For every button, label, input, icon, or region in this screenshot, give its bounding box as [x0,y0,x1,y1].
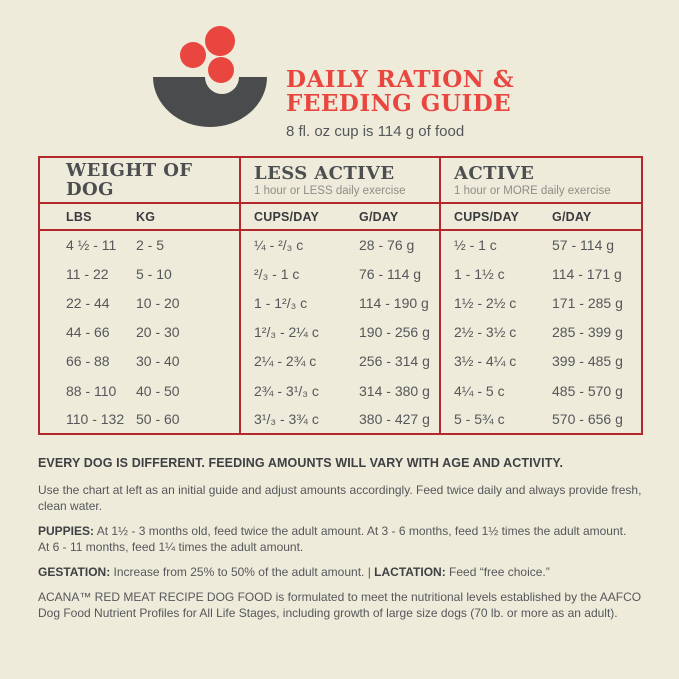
g-active-cell: 570 - 656 g [552,411,623,428]
group-sublabel: 1 hour or MORE daily exercise [454,184,611,197]
table-row: 4 ½ - 11 2 - 5 ¼ - ²/₃ c 28 - 76 g ½ - 1… [39,230,642,260]
g-active-cell: 171 - 285 g [552,294,623,311]
group-weight-of-dog: WEIGHT OF DOG [39,157,242,204]
g-active-cell: 114 - 171 g [552,265,622,282]
puppies-note: PUPPIES: At 1½ - 3 months old, feed twic… [38,523,627,554]
table-row: 22 - 44 10 - 20 1 - 1²/₃ c 114 - 190 g 1… [39,288,642,318]
group-active: ACTIVE 1 hour or MORE daily exercise [440,157,643,204]
lbs-cell: 4 ½ - 11 [66,237,117,254]
col-header-g-active: G/DAY [552,203,643,231]
table-row: 88 - 110 40 - 50 2¾ - 3¹/₃ c 314 - 380 g… [39,375,642,406]
cups-active-cell: ½ - 1 c [454,237,497,254]
footer-notes: EVERY DOG IS DIFFERENT. FEEDING AMOUNTS … [38,455,645,630]
kg-cell: 30 - 40 [136,346,242,376]
aafco-note: ACANA™ RED MEAT RECIPE DOG FOOD is formu… [38,590,642,621]
cups-active-cell: 4¼ - 5 c [454,382,505,399]
kibble-dot-icon [205,26,235,56]
gestation-lactation-note: GESTATION: Increase from 25% to 50% of t… [38,565,550,580]
table-row: 44 - 66 20 - 30 1²/₃ - 2¼ c 190 - 256 g … [39,317,642,347]
kg-cell: 2 - 5 [136,230,242,260]
footer-heading: EVERY DOG IS DIFFERENT. FEEDING AMOUNTS … [38,456,564,470]
g-active-cell: 485 - 570 g [552,382,623,399]
g-less-active-cell: 190 - 256 g [359,317,442,347]
group-less-active: LESS ACTIVE 1 hour or LESS daily exercis… [240,157,442,204]
col-header-g-less-active: G/DAY [359,203,442,231]
lactation-label: LACTATION: [374,565,446,580]
g-less-active-cell: 114 - 190 g [359,288,442,318]
cups-less-active-cell: 1²/₃ - 2¼ c [254,324,319,341]
g-active-cell: 57 - 114 g [552,237,615,254]
puppies-label: PUPPIES: [38,523,95,538]
kibble-dot-icon [180,42,206,68]
group-label: LESS ACTIVE [254,162,395,184]
bowl-with-kibble-icon [150,18,270,130]
cups-less-active-cell: ¼ - ²/₃ c [254,237,304,254]
lbs-cell: 22 - 44 [66,294,110,311]
kg-cell: 5 - 10 [136,259,242,289]
cup-weight-note: 8 fl. oz cup is 114 g of food [286,123,465,140]
lbs-cell: 11 - 22 [66,265,109,282]
table-row: 110 - 132 50 - 60 3¹/₃ - 3¾ c 380 - 427 … [39,405,642,435]
table-row: 66 - 88 30 - 40 2¼ - 2¾ c 256 - 314 g 3½… [39,346,642,376]
kg-cell: 10 - 20 [136,288,242,318]
cups-less-active-cell: 3¹/₃ - 3¾ c [254,411,319,428]
footer-intro: Use the chart at left as an initial guid… [38,482,642,513]
kg-cell: 50 - 60 [136,405,242,435]
group-label: ACTIVE [454,162,535,184]
kibble-dot-icon [208,57,234,83]
col-header-lbs: LBS [39,203,136,231]
cups-active-cell: 2½ - 3½ c [454,324,517,341]
gestation-label: GESTATION: [38,565,111,580]
kg-cell: 40 - 50 [136,375,242,406]
col-header-kg: KG [136,203,242,231]
cups-less-active-cell: ²/₃ - 1 c [254,265,300,282]
cups-active-cell: 1 - 1½ c [454,265,505,282]
header: DAILY RATION & FEEDING GUIDE 8 fl. oz cu… [286,68,514,141]
g-less-active-cell: 76 - 114 g [359,259,442,289]
title-line-1: DAILY RATION & [286,66,515,93]
cups-less-active-cell: 2¼ - 2¾ c [254,353,317,370]
g-active-cell: 285 - 399 g [552,324,623,341]
cups-active-cell: 5 - 5¾ c [454,411,505,428]
lbs-cell: 44 - 66 [66,324,110,341]
cups-active-cell: 3½ - 4¼ c [454,353,517,370]
group-header-row: WEIGHT OF DOG LESS ACTIVE 1 hour or LESS… [39,157,643,204]
g-active-cell: 399 - 485 g [552,353,623,370]
column-header-row: LBS KG CUPS/DAY G/DAY CUPS/DAY G/DAY [39,203,643,231]
col-header-cups-less-active: CUPS/DAY [240,203,360,231]
g-less-active-cell: 28 - 76 g [359,230,442,260]
group-label: WEIGHT OF DOG [66,160,193,200]
page-title: DAILY RATION & FEEDING GUIDE [286,68,514,116]
col-header-cups-active: CUPS/DAY [440,203,553,231]
g-less-active-cell: 380 - 427 g [359,405,442,435]
cups-active-cell: 1½ - 2½ c [454,294,517,311]
feeding-table: WEIGHT OF DOG LESS ACTIVE 1 hour or LESS… [38,156,644,436]
lbs-cell: 66 - 88 [66,353,110,370]
cups-less-active-cell: 1 - 1²/₃ c [254,294,308,311]
table-row: 11 - 22 5 - 10 ²/₃ - 1 c 76 - 114 g 1 - … [39,259,642,289]
g-less-active-cell: 256 - 314 g [359,346,442,376]
cups-less-active-cell: 2¾ - 3¹/₃ c [254,382,319,399]
g-less-active-cell: 314 - 380 g [359,375,442,406]
kg-cell: 20 - 30 [136,317,242,347]
title-line-2: FEEDING GUIDE [286,90,512,117]
lbs-cell: 110 - 132 [66,411,125,428]
group-sublabel: 1 hour or LESS daily exercise [254,184,406,197]
lbs-cell: 88 - 110 [66,382,117,399]
